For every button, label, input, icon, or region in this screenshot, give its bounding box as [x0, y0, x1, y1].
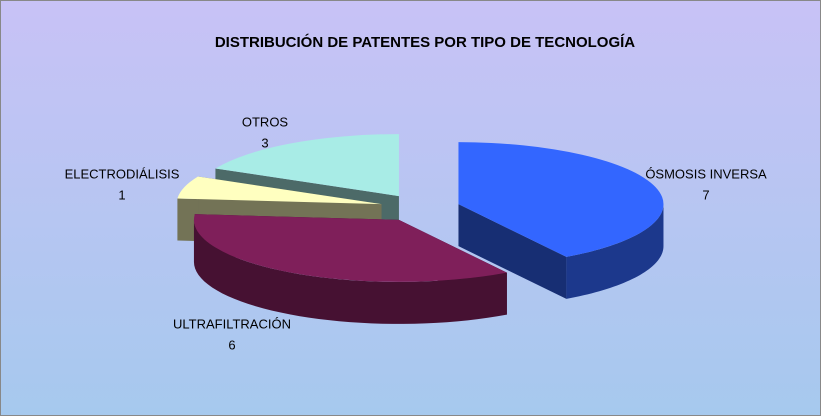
slice-value: 6 [228, 337, 235, 352]
slice-wall [458, 204, 567, 299]
slice-label: OTROS [242, 114, 289, 129]
slice-label: ÓSMOSIS INVERSA [645, 166, 767, 181]
slice-value: 7 [702, 187, 709, 202]
pie [177, 134, 664, 324]
slice-side [193, 219, 507, 324]
slice-label: ULTRAFILTRACIÓN [173, 316, 291, 331]
slice [215, 134, 399, 197]
slice-label: ELECTRODIÁLISIS [65, 166, 180, 181]
slice-value: 1 [118, 187, 125, 202]
slice [193, 214, 507, 282]
chart-title: DISTRIBUCIÓN DE PATENTES POR TIPO DE TEC… [215, 33, 635, 51]
slice-side [566, 204, 664, 299]
slice-value: 3 [261, 135, 268, 150]
slice [458, 142, 664, 257]
slice [177, 176, 382, 205]
